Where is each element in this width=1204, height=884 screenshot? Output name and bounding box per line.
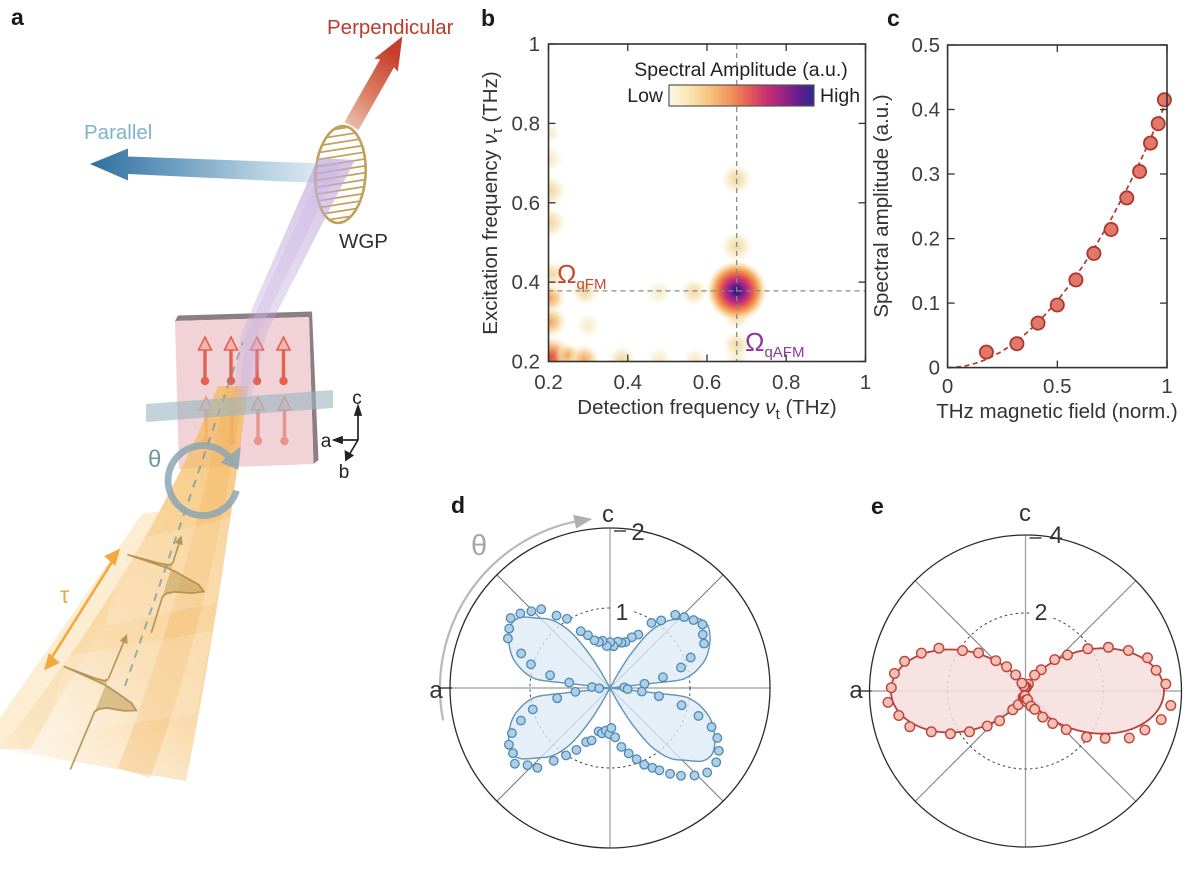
svg-text:τ: τ (60, 582, 69, 608)
svg-text:0.2: 0.2 (912, 228, 941, 251)
svg-text:1: 1 (1161, 375, 1172, 398)
svg-text:0.2: 0.2 (534, 371, 563, 394)
svg-text:Detection frequency νt (THz): Detection frequency νt (THz) (577, 396, 836, 423)
svg-text:1: 1 (860, 371, 871, 394)
svg-text:0.4: 0.4 (512, 271, 541, 294)
svg-text:0: 0 (929, 357, 940, 380)
svg-text:0.5: 0.5 (1043, 375, 1072, 398)
svg-text:Excitation frequency ντ (THz): Excitation frequency ντ (THz) (479, 71, 506, 334)
svg-text:2: 2 (1035, 599, 1048, 625)
svg-text:a: a (11, 4, 24, 30)
svg-text:0.3: 0.3 (912, 163, 941, 186)
svg-text:0.2: 0.2 (512, 351, 541, 374)
svg-text:0.6: 0.6 (512, 192, 541, 215)
svg-text:ΩqFM: ΩqFM (557, 259, 606, 293)
svg-text:e: e (871, 493, 884, 519)
svg-text:Spectral Amplitude (a.u.): Spectral Amplitude (a.u.) (634, 59, 848, 81)
svg-text:ΩqAFM: ΩqAFM (745, 327, 804, 361)
svg-text:WGP: WGP (339, 230, 388, 253)
svg-text:a: a (429, 677, 443, 704)
svg-text:c: c (887, 5, 900, 31)
svg-text:0.1: 0.1 (912, 292, 941, 315)
svg-text:0.8: 0.8 (772, 371, 801, 394)
svg-text:Perpendicular: Perpendicular (327, 16, 454, 39)
svg-text:b: b (481, 5, 495, 31)
svg-text:θ: θ (471, 530, 487, 562)
svg-text:a: a (321, 431, 332, 452)
svg-text:0.8: 0.8 (512, 112, 541, 135)
svg-text:0: 0 (942, 375, 953, 398)
svg-text:Spectral amplitude (a.u.): Spectral amplitude (a.u.) (870, 94, 893, 317)
svg-text:Parallel: Parallel (84, 121, 152, 144)
svg-text:0.4: 0.4 (614, 371, 643, 394)
svg-text:0.6: 0.6 (693, 371, 722, 394)
svg-text:Low: Low (627, 85, 664, 107)
svg-text:c: c (602, 501, 614, 528)
svg-text:d: d (451, 492, 465, 518)
svg-text:c: c (352, 388, 362, 409)
svg-text:2: 2 (631, 519, 644, 546)
svg-text:a: a (849, 677, 863, 704)
svg-text:THz magnetic field (norm.): THz magnetic field (norm.) (936, 400, 1178, 423)
svg-text:0.5: 0.5 (912, 34, 941, 57)
svg-text:b: b (339, 462, 350, 483)
svg-text:High: High (820, 85, 860, 107)
svg-text:θ: θ (148, 446, 161, 473)
svg-text:1: 1 (529, 33, 540, 56)
svg-text:1: 1 (616, 599, 629, 625)
svg-text:4: 4 (1049, 522, 1062, 549)
svg-text:0.4: 0.4 (912, 99, 941, 122)
svg-text:c: c (1019, 500, 1031, 527)
